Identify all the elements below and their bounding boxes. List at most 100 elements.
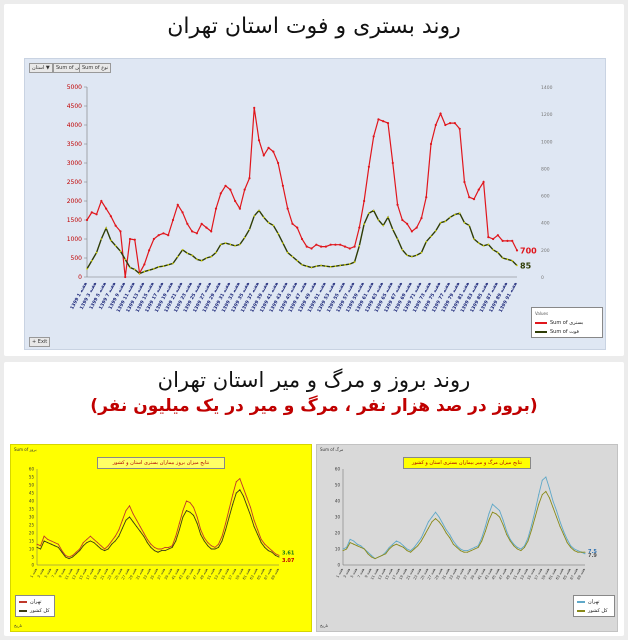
panel-series-point-1 <box>50 543 52 545</box>
panel-series-point-0 <box>342 548 344 550</box>
panel-x-tick-label: هفته 55 <box>221 568 230 581</box>
series-hosp-point <box>305 245 308 248</box>
panel-series-point-1 <box>225 529 227 531</box>
panel-series-point-1 <box>267 550 269 552</box>
panel-series-point-1 <box>531 529 533 531</box>
panel-series-point-1 <box>242 495 244 497</box>
panel-series-point-0 <box>278 554 280 556</box>
panel-series-point-0 <box>136 519 138 521</box>
series-hosp-point <box>300 237 304 241</box>
series-death-point <box>353 261 356 263</box>
panel-series-point-1 <box>524 546 525 548</box>
y-tick-label: 1500 <box>67 217 82 224</box>
panel-x-tick-label: هفته 25 <box>420 568 429 581</box>
series-hosp-point <box>128 237 132 241</box>
panel-series-point-0 <box>47 538 49 540</box>
panel-x-tick-label: هفته 35 <box>456 568 465 581</box>
panel-series-point-0 <box>132 513 134 515</box>
panel-y-tick-label: 35 <box>29 507 35 512</box>
panel-series-point-1 <box>64 556 66 558</box>
panel-series-point-0 <box>57 543 59 545</box>
panel-y-tick-label: 30 <box>335 515 341 520</box>
panel-y-tick-label: 0 <box>31 563 34 568</box>
panel-x-tick-label: هفته 19 <box>399 568 408 581</box>
series-death-point <box>286 251 289 254</box>
y-tick-label: 4000 <box>67 122 82 129</box>
series-hosp-point <box>243 188 246 191</box>
panel-series-point-1 <box>218 546 219 548</box>
main-legend: Values Sum of بستری Sum of فوت <box>531 307 603 338</box>
panel-series-point-1 <box>406 550 408 552</box>
mortality-legend-country[interactable]: کل کشور <box>577 606 611 615</box>
filter-button-province[interactable]: استان ▼ <box>29 63 53 73</box>
series-hosp-point <box>95 213 98 216</box>
series-death-point <box>425 240 428 243</box>
panel-series-point-0 <box>221 535 223 537</box>
panel-series-point-1 <box>111 543 113 545</box>
panel-series-point-0 <box>427 521 429 523</box>
panel-series-point-0 <box>79 548 81 550</box>
panel-series-point-0 <box>481 537 483 539</box>
panel-series-point-1 <box>182 516 184 518</box>
y-tick-label: 3500 <box>67 141 82 148</box>
series-death-point <box>272 224 275 227</box>
panel-series-point-1 <box>374 558 376 560</box>
series-death-point <box>401 249 404 251</box>
panel-x-tick-label: هفته 39 <box>470 568 479 581</box>
panel-series-point-1 <box>257 534 259 536</box>
panel-series-point-1 <box>495 513 497 515</box>
series-hosp-point <box>272 150 275 153</box>
panel-x-tick-label: هفته 15 <box>384 568 393 581</box>
field-button-type[interactable]: Sum of نوع <box>79 63 112 73</box>
panel-x-tick-label: هفته 49 <box>199 568 208 581</box>
panel-series-point-1 <box>157 551 159 553</box>
series-hosp-point <box>238 207 241 210</box>
panel-series-point-0 <box>495 506 497 508</box>
panel-series-point-1 <box>221 540 223 542</box>
panel-x-tick-label: هفته 47 <box>192 568 201 581</box>
series-death-point <box>497 251 499 254</box>
series-hosp-point <box>291 222 294 225</box>
y2-tick-label: 200 <box>541 248 550 254</box>
main-chart-svg: 0500100015002000250030003500400045005000… <box>67 84 553 314</box>
panel-series-point-0 <box>150 543 152 545</box>
panel-series-point-1 <box>228 516 230 518</box>
panel-series-point-0 <box>410 550 412 552</box>
series-hosp-point <box>191 230 194 233</box>
panel-series-point-1 <box>395 543 397 545</box>
series-death-point <box>329 266 332 268</box>
series-death-point <box>191 254 193 257</box>
panel-series-point-1 <box>388 548 390 550</box>
series-death-point <box>181 249 184 251</box>
panel-series-point-1 <box>584 551 586 553</box>
panel-series-point-1 <box>452 543 454 545</box>
panel-series-point-1 <box>381 554 383 556</box>
series-hosp-point <box>320 245 323 248</box>
incidence-legend-tehran[interactable]: تهران <box>19 597 51 606</box>
panel-series-point-1 <box>477 546 479 548</box>
panel-series-point-1 <box>516 548 518 550</box>
legend-item-hosp[interactable]: Sum of بستری <box>535 318 599 327</box>
panel-series-point-0 <box>388 546 390 548</box>
incidence-panel: Sum of بروز نتایج میزان بروز بیماران بست… <box>10 444 312 632</box>
panel-x-tick-label: هفته 57 <box>228 568 237 581</box>
y2-tick-label: 1200 <box>541 112 553 118</box>
panel-x-tick-label: هفته 3 <box>343 568 351 579</box>
incidence-legend-country[interactable]: کل کشور <box>19 606 51 615</box>
panel-series-point-0 <box>459 548 461 550</box>
panel-series-point-1 <box>68 558 70 560</box>
y2-tick-label: 600 <box>541 194 550 200</box>
panel-series-point-0 <box>239 478 241 480</box>
legend-swatch-death <box>535 330 547 333</box>
panel-series-point-1 <box>153 550 155 552</box>
series-death-point <box>105 227 107 229</box>
mortality-legend-tehran[interactable]: تهران <box>577 597 611 606</box>
panel-series-point-1 <box>545 490 547 492</box>
panel-x-tick-label: هفته 37 <box>463 568 472 581</box>
panel-series-point-1 <box>72 556 74 558</box>
series-death-point <box>363 223 365 225</box>
exit-button[interactable]: + Exit <box>29 337 51 347</box>
panel-y-tick-label: 30 <box>29 515 35 520</box>
incidence-corner-label: Sum of بروز <box>14 447 37 452</box>
legend-item-death[interactable]: Sum of فوت <box>535 327 599 336</box>
